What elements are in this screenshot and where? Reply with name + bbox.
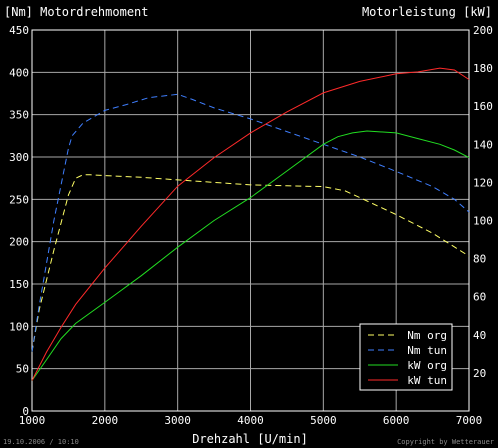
y-left-tick-label: 200 (9, 236, 29, 249)
y-right-tick-label: 140 (473, 138, 493, 151)
x-tick-label: 5000 (310, 414, 337, 427)
footer-date: 19.10.2006 / 10:10 (3, 438, 79, 446)
x-tick-label: 4000 (237, 414, 264, 427)
data-series (31, 67, 470, 381)
y-right-tick-label: 160 (473, 100, 493, 113)
y-left-tick-label: 150 (9, 278, 29, 291)
grid-lines (32, 30, 469, 411)
series-line-nm-tun (31, 93, 470, 352)
series-line-kw-tun (31, 67, 470, 381)
y-left-tick-label: 300 (9, 151, 29, 164)
y-left-tick-label: 50 (16, 363, 29, 376)
y-right-tick-label: 80 (473, 253, 486, 266)
series-line-kw-org (31, 130, 470, 381)
legend-label: kW tun (407, 374, 447, 387)
legend-items: Nm org Nm tun kW org kW tun (368, 329, 447, 387)
y-right-tick-label: 180 (473, 62, 493, 75)
series-line-nm-org (31, 174, 470, 352)
legend-box (359, 323, 453, 391)
x-tick-label: 1000 (19, 414, 46, 427)
legend: Nm org Nm tun kW org kW tun (359, 323, 453, 391)
x-tick-label: 3000 (164, 414, 191, 427)
y-left-tick-label: 350 (9, 109, 29, 122)
left-axis-title: [Nm] Motordrehmoment (4, 5, 149, 19)
right-axis-title: Motorleistung [kW] (362, 5, 492, 19)
y-right-tick-label: 120 (473, 176, 493, 189)
y-left-tick-label: 100 (9, 320, 29, 333)
y-right-tick-label: 20 (473, 367, 486, 380)
x-tick-label: 2000 (92, 414, 119, 427)
x-tick-label: 7000 (456, 414, 483, 427)
y-right-tick-label: 40 (473, 329, 486, 342)
x-axis-title: Drehzahl [U/min] (192, 432, 308, 446)
y-left-tick-label: 250 (9, 193, 29, 206)
y-right-tick-label: 100 (473, 215, 493, 228)
footer-copyright: Copyright by Wetterauer (397, 438, 494, 446)
x-tick-label: 6000 (383, 414, 410, 427)
y-left-tick-label: 450 (9, 24, 29, 37)
plot-frame (31, 29, 470, 412)
y-left-tick-label: 0 (22, 405, 29, 418)
tick-labels: 1000 2000 3000 4000 5000 6000 7000 0 50 100 150 200… (9, 24, 493, 427)
y-right-tick-label: 200 (473, 24, 493, 37)
legend-label: Nm org (407, 329, 447, 342)
y-right-tick-label: 60 (473, 291, 486, 304)
legend-label: kW org (407, 359, 447, 372)
y-left-tick-label: 400 (9, 66, 29, 79)
legend-label: Nm tun (407, 344, 447, 357)
